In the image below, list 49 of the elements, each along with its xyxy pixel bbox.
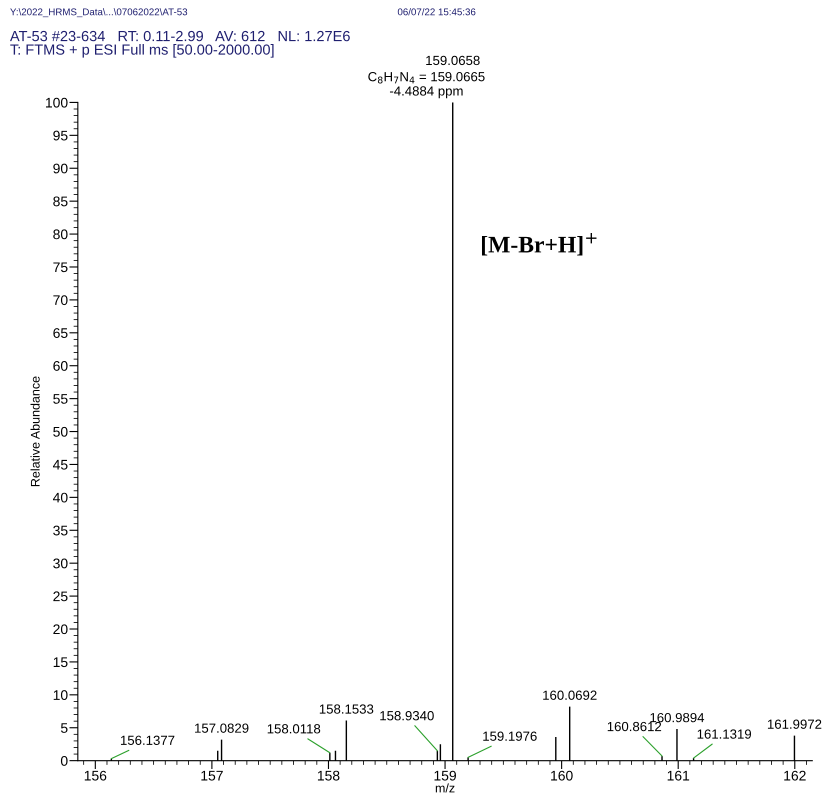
y-tick-label: 95 — [53, 130, 68, 141]
y-tick-label: 15 — [54, 657, 68, 668]
x-tick-label: 157 — [201, 770, 223, 781]
annotation: [M-Br+H]$^{+}$ — [482, 232, 596, 256]
annotation: 158.0118 — [268, 724, 320, 734]
text: 06/07/22 15:45:36 — [398, 8, 476, 16]
y-tick-label: 60 — [53, 361, 68, 371]
y-tick-label: 75 — [53, 262, 68, 272]
text: C$_{8}$H$_{7}$N$_{4}$ = 159.0665 — [368, 72, 485, 84]
annotation: 159.0658 — [426, 56, 480, 66]
x-tick-label: 158 — [318, 770, 340, 781]
x-axis-title: m/z — [436, 783, 454, 793]
annotation: 160.8612 — [608, 722, 662, 732]
text: Y:\2022_HRMS_Data\...\07062022\AT-53 — [10, 8, 188, 18]
annotation: 160.9894 — [650, 712, 704, 722]
annotation: 159.1976 — [483, 732, 537, 741]
y-tick-label: 55 — [53, 394, 68, 404]
y-tick-label: 0 — [60, 756, 68, 766]
annotation: 158.1533 — [320, 704, 374, 714]
chart-subtitle: T: FTMS + p ESI Full ms [50.00-2000.00] — [10, 44, 274, 58]
chart-title: AT-53 #23-634 RT: 0.11-2.99 AV: 612 NL: 1.27E6 — [10, 30, 350, 42]
annotation: 161.1319 — [698, 729, 752, 739]
y-tick-label: 100 — [46, 98, 68, 108]
x-tick-label: 161 — [668, 770, 690, 781]
text: -4.4884 ppm — [390, 86, 463, 98]
x-tick-label: 156 — [84, 770, 106, 781]
annotation: 161.9972 — [768, 720, 822, 729]
y-tick-label: 70 — [53, 295, 68, 306]
annotation: 157.0829 — [195, 723, 248, 733]
x-tick-label: 159 — [434, 770, 456, 781]
annotation: 160.0692 — [543, 690, 597, 700]
y-axis-title: Relative Abundance — [30, 376, 40, 486]
y-tick-label: 30 — [53, 558, 68, 568]
y-tick-label: 5 — [60, 723, 68, 733]
y-tick-label: 25 — [53, 591, 68, 602]
y-tick-label: 35 — [53, 526, 68, 536]
y-tick-label: 40 — [52, 492, 68, 503]
x-tick-label: 160 — [551, 770, 573, 781]
y-tick-label: 65 — [53, 328, 68, 338]
annotation: 156.1377 — [120, 736, 174, 745]
y-tick-label: 50 — [53, 426, 68, 437]
y-tick-label: 85 — [53, 196, 68, 206]
y-tick-label: 80 — [53, 229, 68, 240]
y-tick-label: 90 — [53, 164, 68, 174]
annotation: 158.9340 — [380, 711, 434, 720]
y-tick-label: 20 — [53, 624, 68, 634]
y-tick-label: 10 — [54, 690, 68, 700]
y-tick-label: 45 — [52, 460, 68, 470]
x-tick-label: 162 — [784, 770, 806, 781]
